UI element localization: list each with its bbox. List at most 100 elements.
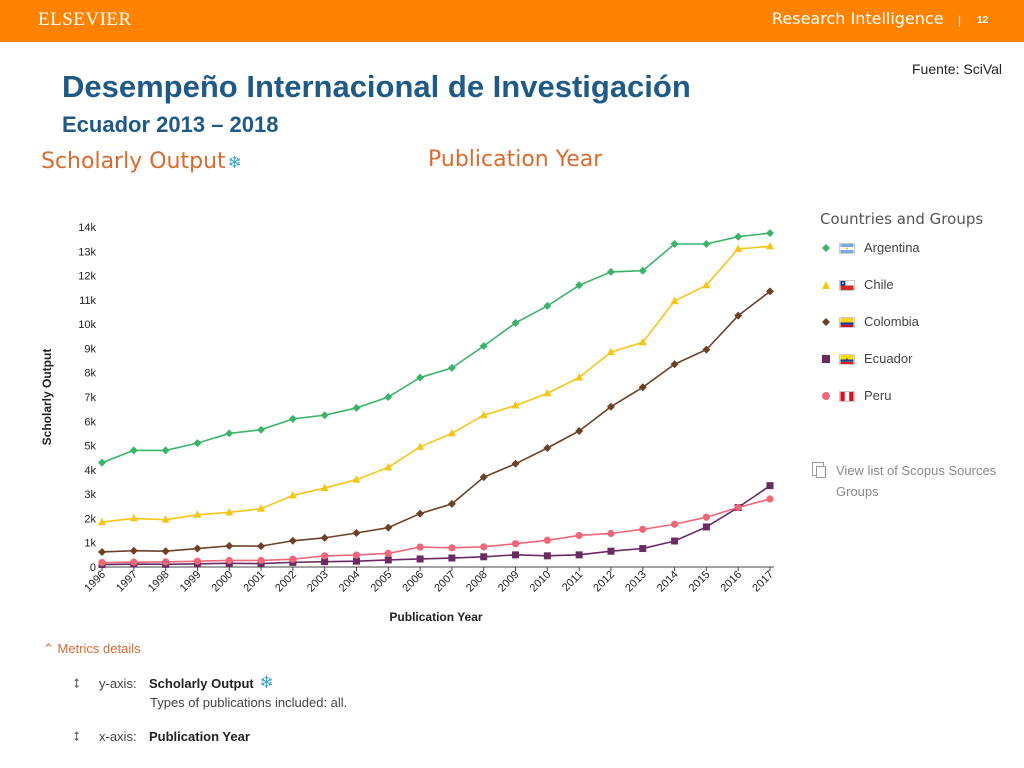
data-point-argentina <box>511 318 520 327</box>
data-point-colombia <box>384 523 393 532</box>
data-point-chile <box>447 428 456 437</box>
ecuador-flag-icon <box>839 354 855 365</box>
data-point-colombia <box>702 345 711 354</box>
y-tick-label: 5k <box>84 441 96 453</box>
data-point-peru <box>702 513 710 521</box>
data-point-ecuador <box>607 547 615 555</box>
peru-flag-icon <box>839 391 855 402</box>
data-point-argentina <box>161 446 170 455</box>
data-point-chile <box>193 510 202 518</box>
legend: Countries and Groups Argentina Chile Col… <box>820 210 983 423</box>
data-point-colombia <box>575 427 584 435</box>
x-tick-label: 2003 <box>305 569 331 595</box>
data-point-colombia <box>257 542 266 551</box>
data-point-ecuador <box>702 523 710 531</box>
y-tick-label: 6k <box>84 416 96 428</box>
x-tick-label: 2001 <box>241 569 267 595</box>
x-axis-label: x-axis: <box>99 729 137 744</box>
data-point-peru <box>670 520 679 528</box>
data-point-argentina <box>702 240 711 248</box>
y-tick-label: 8k <box>84 368 96 380</box>
chile-flag-icon <box>839 280 855 291</box>
x-axis-title: Publication Year <box>389 610 482 624</box>
y-tick-label: 14k <box>78 222 96 234</box>
chevron-up-icon: ⌃ <box>43 641 54 656</box>
series-line-ecuador <box>101 484 771 566</box>
slide-number: 12 <box>977 15 989 26</box>
metrics-details-label: Metrics details <box>57 641 141 656</box>
x-axis-selector-title[interactable]: Publication Year <box>428 147 603 172</box>
data-point-peru <box>607 529 615 538</box>
legend-label: Ecuador <box>864 351 913 366</box>
data-point-colombia <box>98 547 106 556</box>
diamond-marker-icon <box>822 318 830 326</box>
view-list-line2: Groups <box>836 484 879 499</box>
data-point-chile <box>257 504 266 512</box>
y-tick-label: 4k <box>84 465 96 477</box>
snowflake-icon: ❄ <box>259 673 274 692</box>
data-point-chile <box>129 513 138 522</box>
legend-item-colombia[interactable]: Colombia <box>820 312 983 349</box>
argentina-flag-icon <box>839 243 855 254</box>
data-point-colombia <box>638 383 647 392</box>
data-point-argentina <box>257 425 266 434</box>
data-point-colombia <box>447 499 456 508</box>
data-point-chile <box>543 388 552 397</box>
data-point-chile <box>479 410 488 419</box>
legend-item-ecuador[interactable]: Ecuador <box>820 349 983 386</box>
y-tick-label: 11k <box>79 295 96 307</box>
data-point-argentina <box>98 458 106 467</box>
y-tick-label: 13k <box>78 246 96 258</box>
data-point-argentina <box>447 363 456 372</box>
data-point-peru <box>639 525 647 533</box>
x-tick-label: 2015 <box>687 569 713 595</box>
data-point-argentina <box>384 393 393 401</box>
y-tick-label: 9k <box>84 343 96 355</box>
data-point-argentina <box>288 414 297 423</box>
x-axis-row: ⭥ x-axis: Publication Year <box>73 729 250 745</box>
data-point-argentina <box>352 403 361 412</box>
data-point-chile <box>320 483 329 492</box>
y-tick-label: 10k <box>78 319 96 331</box>
product-name: Research Intelligence <box>772 9 944 28</box>
data-point-ecuador <box>766 482 774 490</box>
data-point-colombia <box>161 547 170 556</box>
data-point-argentina <box>670 240 679 248</box>
data-point-argentina <box>320 411 329 420</box>
x-tick-label: 1999 <box>178 569 204 595</box>
data-point-peru <box>448 544 456 552</box>
data-point-argentina <box>479 342 488 350</box>
data-point-chile <box>575 373 584 381</box>
view-list-link[interactable]: View list of Scopus Sources Groups <box>812 460 996 502</box>
y-tick-label: 1k <box>84 538 96 550</box>
data-point-peru <box>352 551 361 559</box>
legend-item-argentina[interactable]: Argentina <box>820 238 983 275</box>
x-tick-label: 2006 <box>400 569 426 595</box>
data-point-chile <box>606 347 615 356</box>
data-point-ecuador <box>321 558 329 566</box>
data-point-argentina <box>575 281 584 290</box>
colombia-flag-icon <box>839 317 855 328</box>
legend-label: Colombia <box>864 314 919 329</box>
legend-item-peru[interactable]: Peru <box>820 386 983 423</box>
data-point-argentina <box>193 439 202 448</box>
page-subtitle: Ecuador 2013 – 2018 <box>62 112 279 137</box>
metrics-details-toggle[interactable]: ⌃ Metrics details <box>43 641 141 657</box>
x-tick-label: 2004 <box>337 569 363 595</box>
y-axis-value: Scholarly Output <box>149 676 254 691</box>
data-point-chile <box>288 490 297 499</box>
y-tick-label: 0 <box>90 562 96 574</box>
data-point-chile <box>670 296 679 305</box>
data-point-chile <box>161 515 170 523</box>
x-tick-label: 2010 <box>528 569 554 595</box>
elsevier-logo: ELSEVIER <box>38 9 132 30</box>
square-marker-icon <box>822 355 830 363</box>
data-point-ecuador <box>575 551 583 559</box>
legend-item-chile[interactable]: Chile <box>820 275 983 312</box>
data-point-colombia <box>416 509 425 518</box>
data-point-peru <box>511 540 520 548</box>
data-point-ecuador <box>543 552 551 560</box>
data-point-colombia <box>129 546 138 555</box>
data-point-argentina <box>606 267 615 276</box>
data-point-ecuador <box>512 551 520 559</box>
